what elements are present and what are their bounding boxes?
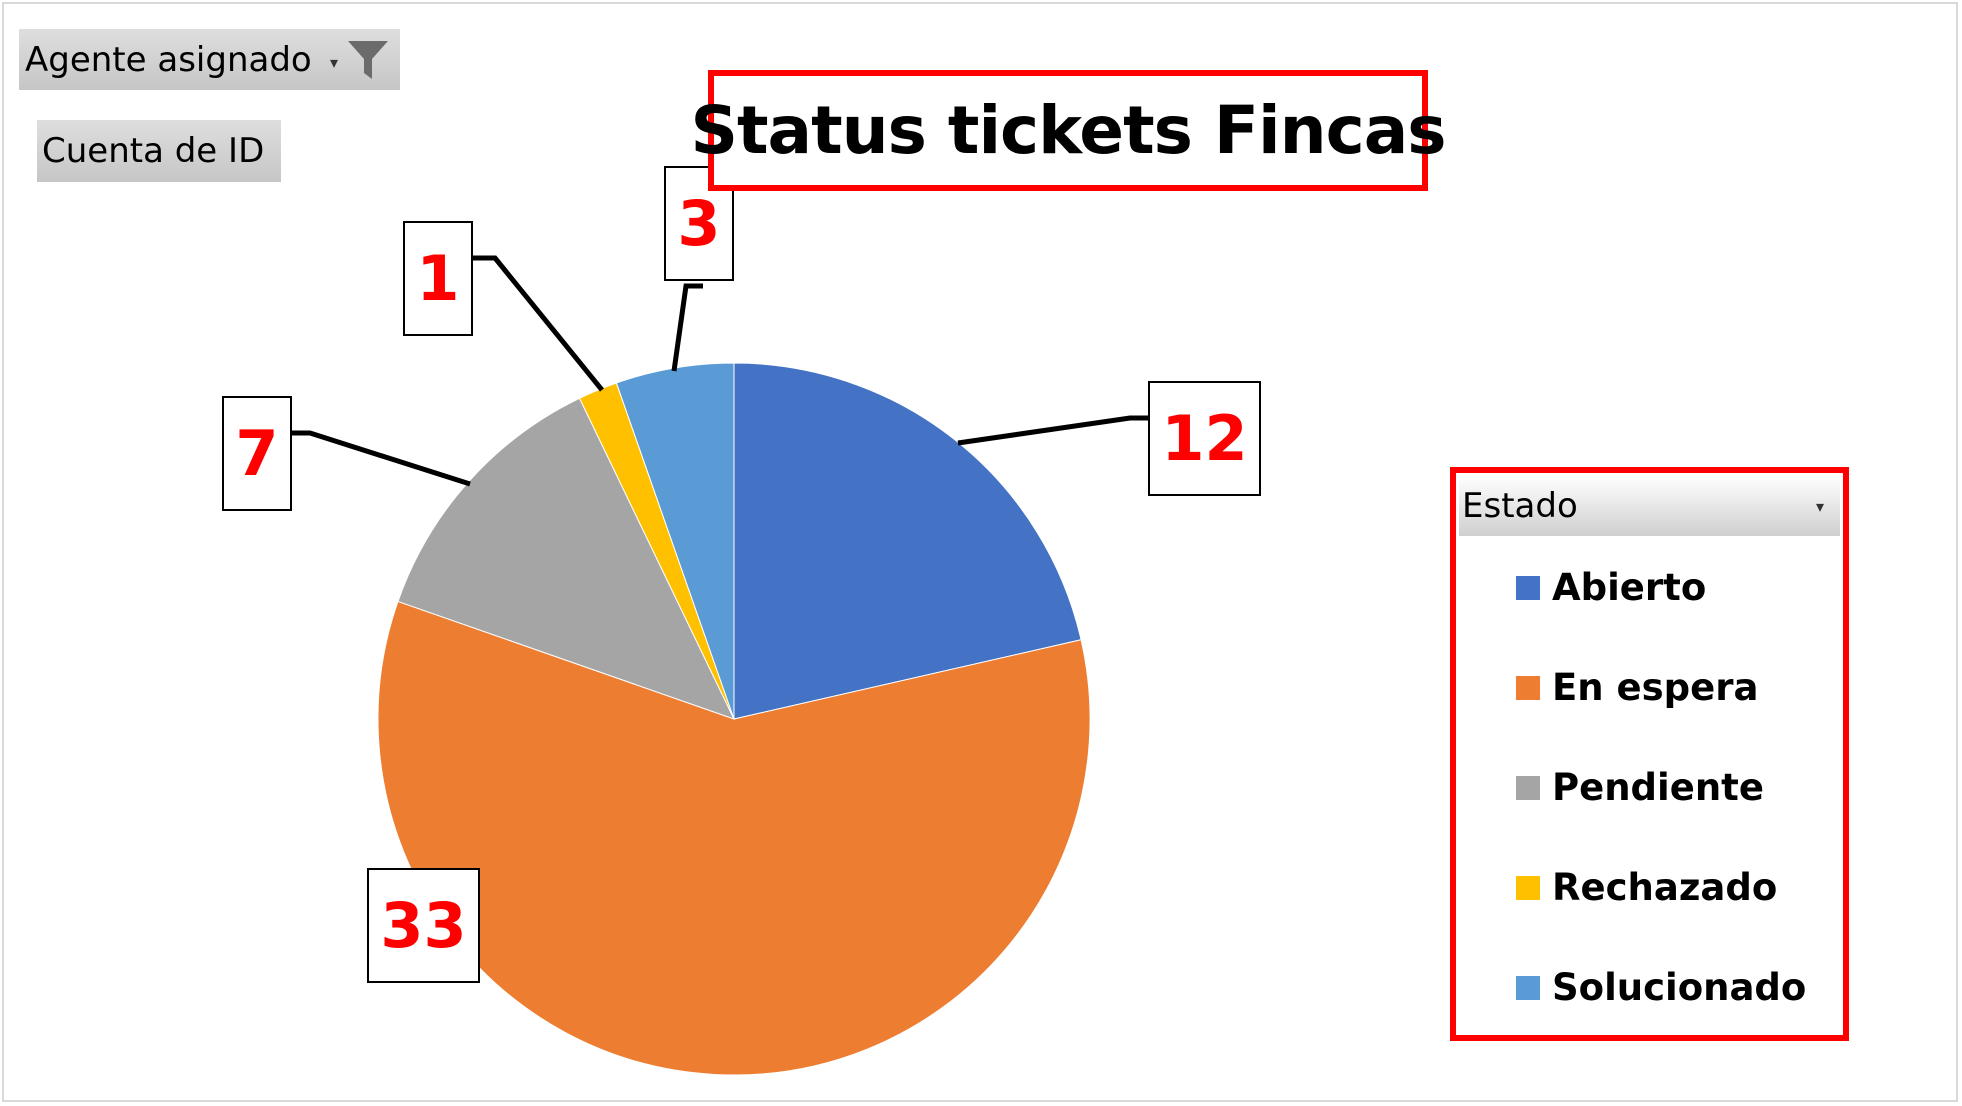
data-label-en-espera[interactable]: 33 [367, 868, 480, 983]
estado-filter-button[interactable]: Estado ▾ [1459, 476, 1840, 536]
legend-swatch [1516, 575, 1540, 600]
agente-asignado-filter-button[interactable]: Agente asignado ▾ [19, 29, 400, 90]
legend: Estado ▾ Abierto En espera Pendiente Rechaz… [1450, 467, 1849, 1041]
legend-item-rechazado[interactable]: Rechazado [1516, 866, 1777, 909]
leader-line-solucionado [671, 283, 703, 372]
leader-line-rechazado [473, 255, 604, 392]
legend-label: Abierto [1552, 566, 1707, 609]
data-label-abierto[interactable]: 12 [1148, 381, 1261, 496]
legend-item-abierto[interactable]: Abierto [1516, 566, 1706, 609]
legend-swatch [1516, 675, 1540, 700]
legend-label: Pendiente [1552, 766, 1764, 809]
filter-field-label: Agente asignado [25, 39, 312, 80]
pie-slice-en-espera[interactable] [377, 600, 1091, 1076]
data-label-pendiente[interactable]: 7 [222, 396, 292, 511]
legend-swatch [1516, 775, 1540, 800]
chart-title: Status tickets Fincas [690, 70, 1447, 191]
leader-line-pendiente [292, 430, 471, 487]
legend-label: En espera [1552, 666, 1759, 709]
pie-slice-abierto[interactable] [733, 362, 1082, 720]
leader-line-abierto [957, 415, 1148, 446]
legend-label: Solucionado [1552, 966, 1807, 1009]
value-field-label: Cuenta de ID [42, 131, 265, 171]
legend-item-en-espera[interactable]: En espera [1516, 666, 1758, 709]
legend-label: Rechazado [1552, 866, 1778, 909]
legend-item-solucionado[interactable]: Solucionado [1516, 966, 1806, 1009]
legend-item-pendiente[interactable]: Pendiente [1516, 766, 1764, 809]
dropdown-arrow-icon: ▾ [1816, 497, 1825, 516]
data-label-solucionado[interactable]: 3 [664, 166, 734, 281]
dropdown-arrow-icon: ▾ [330, 53, 339, 72]
legend-swatch [1516, 875, 1540, 900]
legend-swatch [1516, 975, 1540, 1000]
funnel-icon [348, 41, 388, 79]
legend-header-label: Estado [1462, 486, 1578, 526]
pie-slices [377, 362, 1091, 1076]
data-label-rechazado[interactable]: 1 [403, 221, 473, 336]
leader-lines [292, 255, 1148, 487]
cuenta-de-id-value-button[interactable]: Cuenta de ID [37, 120, 281, 182]
